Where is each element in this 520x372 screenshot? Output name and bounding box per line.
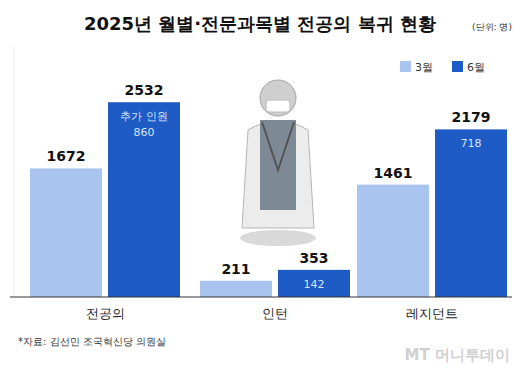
stethoscope: [262, 122, 294, 170]
data-label: 1672: [47, 148, 86, 164]
bar: [108, 102, 180, 297]
source: *자료: 김선민 조국혁신당 의원실: [18, 336, 166, 347]
doctor-illustration: [240, 80, 316, 246]
watermark: MT 머니투데이: [405, 346, 510, 364]
data-label: 2532: [125, 82, 164, 98]
category-label: 레지던트: [406, 306, 458, 321]
head: [260, 80, 296, 116]
category-label: 전공의: [86, 306, 125, 321]
additional-value: 860: [134, 126, 155, 139]
additional-value: 718: [461, 137, 482, 150]
data-label: 211: [221, 261, 250, 277]
legend-swatch: [400, 61, 411, 72]
bar: [357, 185, 429, 297]
additional-label: 추가 인원: [120, 110, 168, 123]
baseline: [10, 297, 512, 298]
legend-swatch: [452, 61, 463, 72]
shadow: [240, 230, 316, 246]
legend-label: 3월: [415, 61, 433, 74]
additional-value: 142: [304, 278, 325, 291]
category-label: 인턴: [262, 306, 288, 321]
bar: [30, 168, 102, 297]
unit: (단위: 명): [472, 22, 512, 32]
shirt: [260, 120, 296, 210]
data-label: 1461: [374, 165, 413, 181]
mask: [266, 100, 290, 112]
legend-label: 6월: [467, 61, 485, 74]
bar: [200, 281, 272, 297]
data-label: 353: [299, 250, 328, 266]
data-label: 2179: [452, 109, 491, 125]
title: 2025년 월별·전문과목별 전공의 복귀 현황: [84, 13, 436, 34]
value-axis-line: [14, 47, 15, 297]
bar: [278, 270, 350, 297]
labels: 1672 2532 추가 인원 860 전공의 211 353 142 인턴 1461 2179 71…: [47, 82, 491, 321]
chart: 2025년 월별·전문과목별 전공의 복귀 현황 (단위: 명) 3월 6월 1672 2…: [0, 0, 520, 372]
coat: [242, 121, 314, 228]
bar: [435, 129, 507, 297]
bars: [30, 102, 507, 297]
